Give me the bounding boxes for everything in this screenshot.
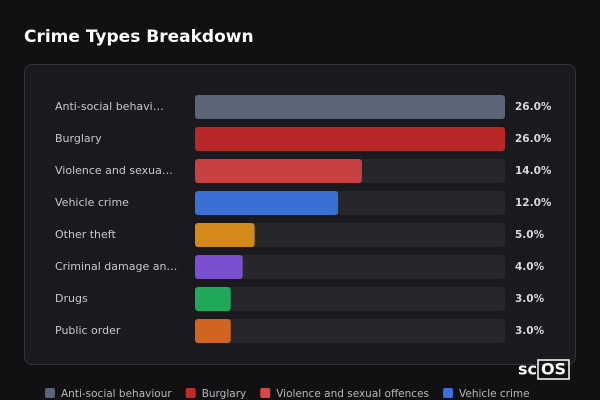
category-label: Criminal damage an… bbox=[55, 260, 177, 273]
value-label: 5.0% bbox=[515, 229, 545, 241]
bar-track bbox=[195, 223, 505, 247]
value-label: 26.0% bbox=[515, 101, 552, 113]
bar bbox=[195, 287, 231, 311]
category-label: Anti-social behavi… bbox=[55, 100, 164, 113]
legend-swatch bbox=[260, 388, 271, 398]
legend-swatch bbox=[45, 388, 55, 398]
bar bbox=[195, 127, 505, 151]
legend-swatch bbox=[185, 388, 196, 398]
bar bbox=[195, 223, 255, 247]
value-label: 3.0% bbox=[515, 293, 545, 305]
value-label: 14.0% bbox=[515, 165, 552, 177]
bar bbox=[195, 319, 231, 343]
legend-label: Anti-social behaviour bbox=[61, 388, 172, 400]
legend-label: Vehicle crime bbox=[459, 388, 530, 400]
legend-label: Violence and sexual offences bbox=[276, 388, 429, 400]
bar bbox=[195, 159, 362, 183]
value-label: 4.0% bbox=[515, 261, 545, 273]
category-label: Drugs bbox=[55, 292, 88, 305]
bar bbox=[195, 95, 505, 119]
bar bbox=[195, 255, 243, 279]
value-label: 3.0% bbox=[515, 325, 545, 337]
category-label: Other theft bbox=[55, 228, 116, 241]
chart-title: Crime Types Breakdown bbox=[24, 27, 254, 47]
category-label: Burglary bbox=[55, 132, 102, 145]
value-label: 12.0% bbox=[515, 197, 552, 209]
legend-label: Burglary bbox=[202, 388, 247, 400]
bar-track bbox=[195, 319, 505, 343]
bar bbox=[195, 191, 339, 215]
logo-right: OS bbox=[541, 360, 566, 379]
logo-left: sc bbox=[518, 360, 537, 379]
category-label: Violence and sexua… bbox=[55, 164, 173, 177]
value-label: 26.0% bbox=[515, 133, 552, 145]
bar-track bbox=[195, 287, 505, 311]
category-label: Public order bbox=[55, 324, 121, 337]
bar-track bbox=[195, 255, 505, 279]
legend-swatch bbox=[443, 388, 454, 398]
category-label: Vehicle crime bbox=[55, 196, 129, 209]
logo-box bbox=[537, 359, 570, 380]
